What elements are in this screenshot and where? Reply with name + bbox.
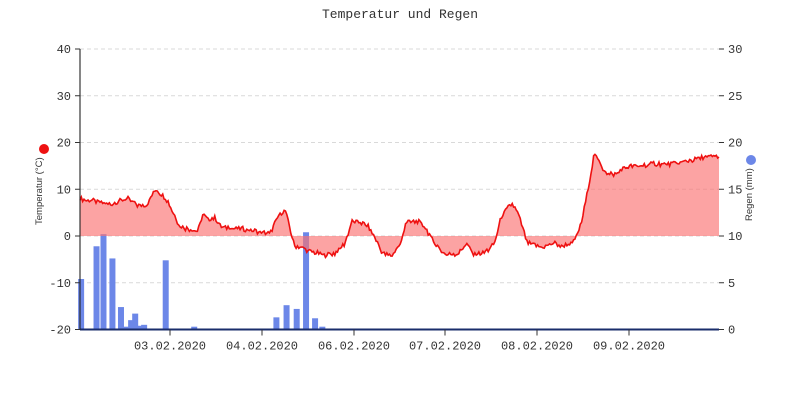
- svg-text:15: 15: [728, 183, 742, 197]
- svg-text:30: 30: [57, 90, 71, 104]
- svg-text:08.02.2020: 08.02.2020: [501, 340, 573, 354]
- svg-text:25: 25: [728, 90, 742, 104]
- svg-text:20: 20: [57, 137, 71, 151]
- svg-text:0: 0: [728, 324, 735, 338]
- svg-text:0: 0: [64, 230, 71, 244]
- svg-text:-10: -10: [49, 277, 71, 291]
- svg-text:03.02.2020: 03.02.2020: [134, 340, 206, 354]
- svg-text:5: 5: [728, 277, 735, 291]
- svg-text:04.02.2020: 04.02.2020: [226, 340, 298, 354]
- svg-text:10: 10: [57, 183, 71, 197]
- svg-text:10: 10: [728, 230, 742, 244]
- svg-text:06.02.2020: 06.02.2020: [318, 340, 390, 354]
- svg-text:30: 30: [728, 43, 742, 57]
- svg-text:40: 40: [57, 43, 71, 57]
- svg-text:-20: -20: [49, 324, 71, 338]
- svg-text:07.02.2020: 07.02.2020: [409, 340, 481, 354]
- svg-text:20: 20: [728, 137, 742, 151]
- svg-text:09.02.2020: 09.02.2020: [593, 340, 665, 354]
